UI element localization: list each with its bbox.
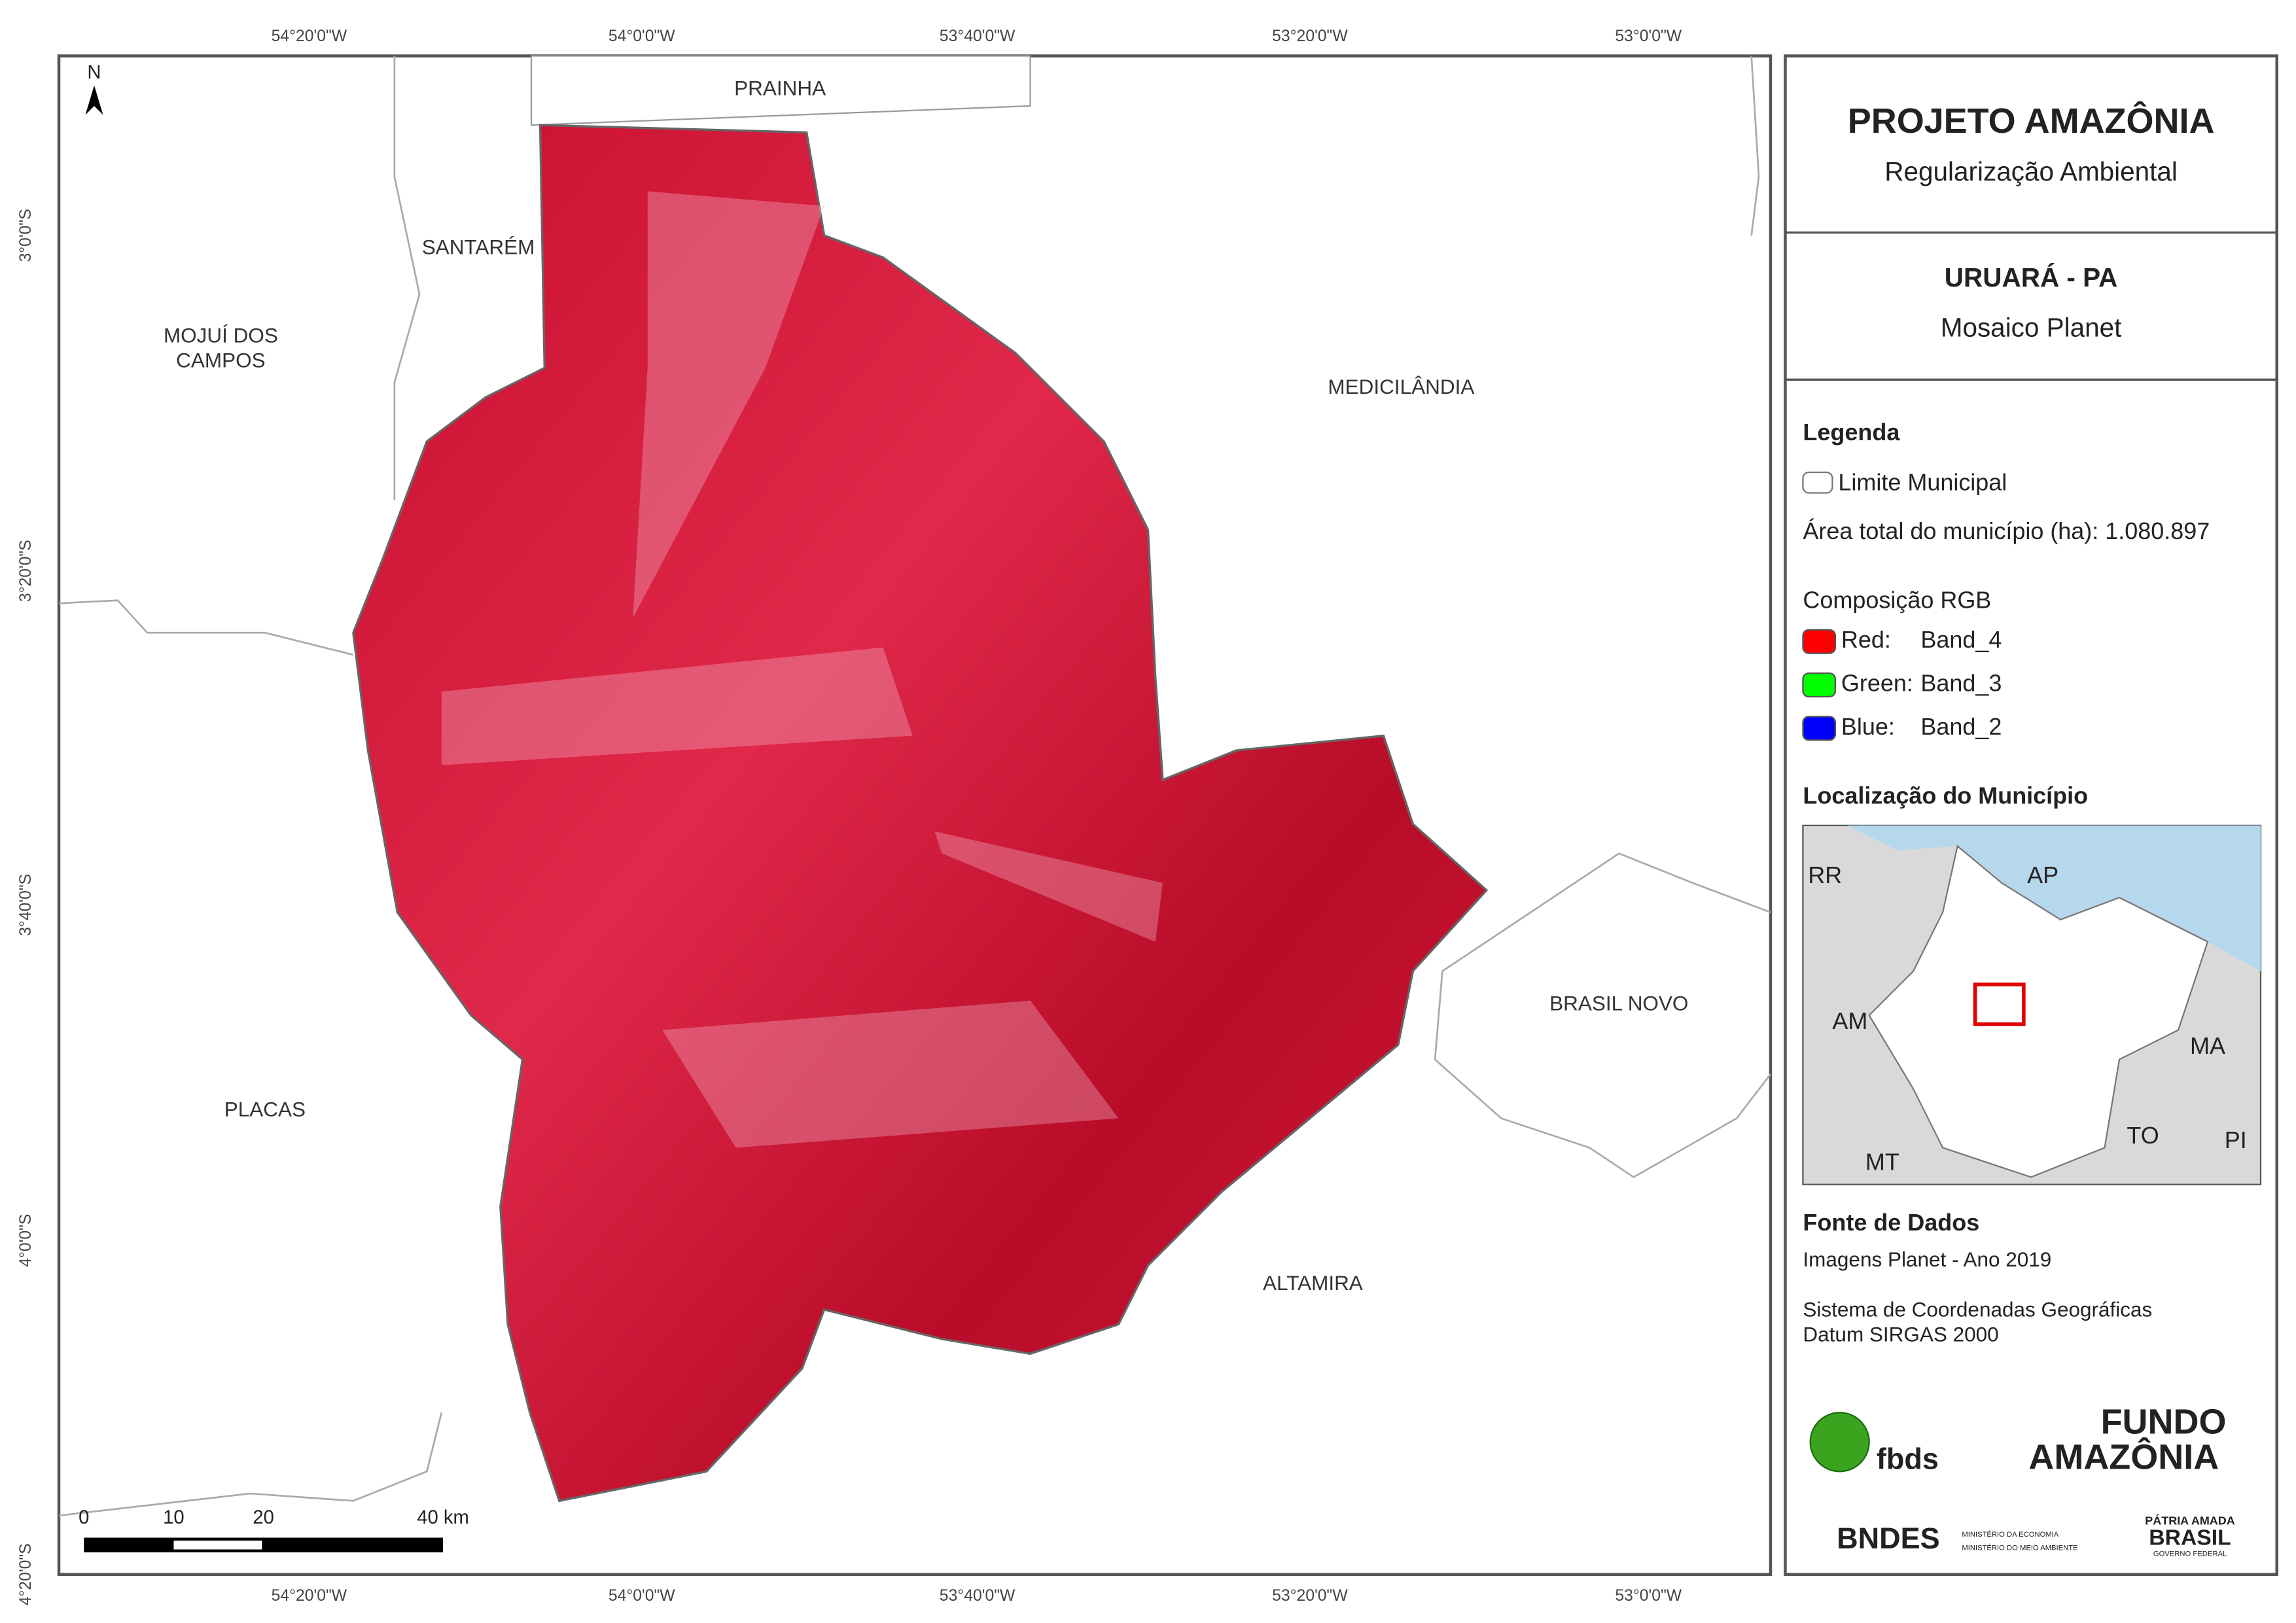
location-title: Localização do Município bbox=[1803, 782, 2088, 809]
latitude-label: 4°20'0"S bbox=[17, 1543, 35, 1605]
panel-subtitle: Regularização Ambiental bbox=[1884, 156, 2178, 186]
state-label: AP bbox=[2027, 862, 2058, 888]
area-label: Área total do município (ha): 1.080.897 bbox=[1803, 517, 2210, 544]
rgb-swatch bbox=[1802, 672, 1837, 698]
latitude-label: 3°20'0"S bbox=[17, 540, 35, 602]
rgb-band: Band_4 bbox=[1920, 626, 2002, 653]
longitude-label: 53°0'0"W bbox=[1615, 27, 1682, 45]
place-label: PRAINHA bbox=[734, 77, 826, 100]
fbds-logo bbox=[1809, 1412, 1870, 1473]
fundo-text: FUNDO bbox=[2101, 1403, 2227, 1442]
rgb-swatch bbox=[1802, 716, 1837, 741]
state-label: AM bbox=[1832, 1007, 1867, 1034]
para-state bbox=[1868, 845, 2209, 1178]
legend-panel: PROJETO AMAZÔNIA Regularização Ambiental… bbox=[1784, 54, 2278, 1577]
boundary-label: Limite Municipal bbox=[1838, 469, 2007, 496]
place-label: PLACAS bbox=[224, 1098, 306, 1121]
latitude-label: 3°0'0"S bbox=[17, 209, 35, 262]
longitude-label: 54°0'0"W bbox=[609, 27, 675, 45]
longitude-label: 53°0'0"W bbox=[1615, 1587, 1682, 1605]
rgb-channel: Blue: bbox=[1841, 713, 1895, 740]
north-arrow bbox=[85, 85, 103, 115]
municipal-boundaries bbox=[58, 56, 1772, 1517]
prainha-boundary bbox=[530, 55, 1031, 126]
longitude-label: 53°40'0"W bbox=[940, 1587, 1016, 1605]
location-marker bbox=[1973, 982, 2026, 1026]
product: Mosaico Planet bbox=[1941, 313, 2122, 343]
source-line: Sistema de Coordenadas Geográficas bbox=[1803, 1297, 2152, 1321]
place-label: MOJUÍ DOS bbox=[164, 323, 278, 347]
place-label: BRASIL NOVO bbox=[1549, 992, 1688, 1015]
longitude-label: 53°20'0"W bbox=[1272, 27, 1348, 45]
state-label: RR bbox=[1808, 862, 1842, 888]
longitude-label: 54°20'0"W bbox=[272, 27, 347, 45]
place-label: ALTAMIRA bbox=[1263, 1271, 1363, 1295]
scale-label: 0 bbox=[79, 1507, 89, 1528]
source-line: Datum SIRGAS 2000 bbox=[1803, 1323, 1998, 1346]
longitude-label: 53°20'0"W bbox=[1272, 1587, 1348, 1605]
amazonia-text: AMAZÔNIA bbox=[2028, 1437, 2219, 1477]
boundary-swatch bbox=[1802, 471, 1833, 494]
bndes-text: BNDES bbox=[1837, 1522, 1939, 1555]
rgb-band: Band_2 bbox=[1920, 713, 2002, 740]
latitude-label: 4°0'0"S bbox=[17, 1214, 35, 1267]
scale-label: 10 bbox=[163, 1507, 185, 1528]
longitude-label: 54°0'0"W bbox=[609, 1587, 675, 1605]
longitude-label: 54°20'0"W bbox=[272, 1587, 347, 1605]
legend-title: Legenda bbox=[1803, 419, 1900, 445]
map-frame bbox=[57, 54, 1773, 1577]
sources-title: Fonte de Dados bbox=[1803, 1209, 1979, 1236]
scale-bar bbox=[84, 1537, 444, 1553]
location-inset bbox=[1802, 824, 2262, 1185]
scale-label: 20 bbox=[253, 1507, 274, 1528]
state-label: PI bbox=[2225, 1126, 2247, 1153]
rgb-band: Band_3 bbox=[1920, 670, 2002, 697]
gov-text: GOVERNO FEDERAL bbox=[2153, 1550, 2227, 1558]
municipality: URUARÁ - PA bbox=[1945, 262, 2118, 292]
patria-text: PÁTRIA AMADA bbox=[2145, 1514, 2235, 1527]
uruara-mosaic bbox=[352, 124, 1489, 1503]
state-label: MT bbox=[1865, 1149, 1899, 1176]
fbds-text: fbds bbox=[1877, 1442, 1939, 1475]
state-label: TO bbox=[2127, 1122, 2159, 1149]
rgb-channel: Red: bbox=[1841, 626, 1891, 653]
latitude-label: 3°40'0"S bbox=[17, 874, 35, 936]
ministry-text: MINISTÉRIO DO MEIO AMBIENTE bbox=[1962, 1543, 2078, 1552]
state-label: MA bbox=[2190, 1032, 2225, 1059]
ministry-text: MINISTÉRIO DA ECONOMIA bbox=[1962, 1530, 2058, 1539]
panel-border bbox=[1784, 54, 2278, 1577]
longitude-label: 53°40'0"W bbox=[940, 27, 1016, 45]
source-line: Imagens Planet - Ano 2019 bbox=[1803, 1248, 2051, 1271]
brasil-text: BRASIL bbox=[2149, 1526, 2231, 1550]
rgb-swatch bbox=[1802, 629, 1837, 654]
north-label: N bbox=[87, 62, 101, 83]
rgb-channel: Green: bbox=[1841, 670, 1913, 697]
mosaic-light-patches bbox=[441, 191, 1163, 1148]
scale-label: 40 km bbox=[417, 1507, 469, 1528]
rgb-title: Composição RGB bbox=[1803, 586, 1991, 613]
ocean bbox=[1846, 825, 2261, 971]
place-label: MEDICILÂNDIA bbox=[1328, 375, 1474, 398]
panel-title: PROJETO AMAZÔNIA bbox=[1848, 101, 2215, 141]
place-label: SANTARÉM bbox=[422, 235, 535, 258]
place-label: CAMPOS bbox=[176, 349, 265, 372]
